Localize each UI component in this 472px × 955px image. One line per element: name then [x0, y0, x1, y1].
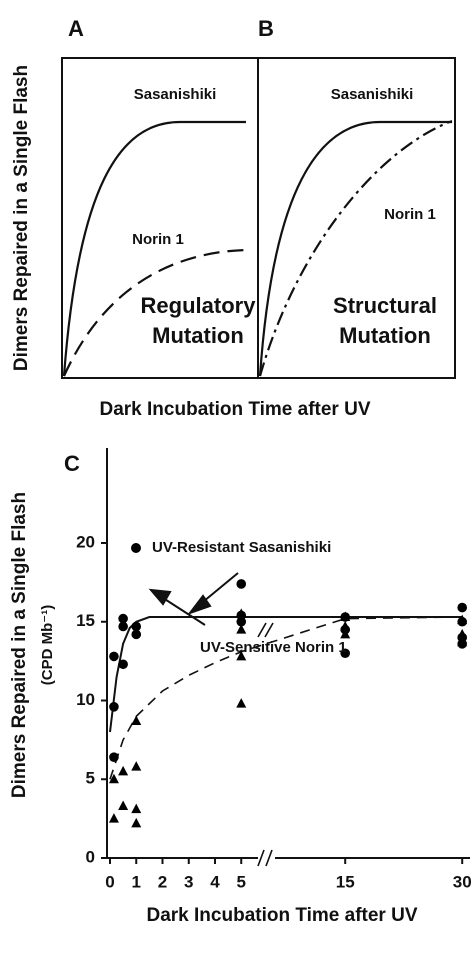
- point: [457, 636, 468, 647]
- point: [118, 659, 128, 670]
- annotation: Regulatory: [141, 293, 257, 318]
- x-axis-label: Dark Incubation Time after UV: [147, 905, 418, 926]
- point: [109, 651, 119, 662]
- point: [131, 761, 142, 771]
- point: [118, 621, 128, 632]
- y-axis-label: Dimers Repaired in a Single Flash: [11, 65, 32, 371]
- point: [457, 628, 468, 639]
- curve-norin-a: [62, 248, 247, 377]
- point: [236, 608, 247, 618]
- annotation: Structural: [333, 293, 437, 318]
- x-tick-label: 3: [184, 872, 193, 891]
- panel-b-frame: [257, 57, 456, 379]
- point: [108, 773, 119, 784]
- point: [236, 624, 247, 634]
- point: [108, 813, 119, 823]
- point: [340, 611, 351, 622]
- y-axis-label: Dimers Repaired in a Single Flash: [9, 492, 30, 798]
- point: [131, 715, 142, 725]
- arrow: [148, 572, 239, 626]
- point: [131, 621, 142, 632]
- panel-label: B: [258, 16, 274, 41]
- x-tick-label: 4: [210, 872, 220, 891]
- curve-sasanishiki-a: [62, 120, 246, 377]
- y-tick-label: 15: [76, 611, 95, 630]
- point: [109, 702, 119, 712]
- point: [109, 752, 119, 762]
- annotation: Sasanishiki: [134, 86, 217, 103]
- annotation: Mutation: [152, 323, 244, 348]
- point: [340, 628, 351, 639]
- x-tick-label: 5: [237, 872, 246, 891]
- point: [340, 648, 351, 659]
- fit-line: [109, 616, 463, 733]
- annotation: Sasanishiki: [331, 86, 414, 103]
- panel-label: A: [68, 16, 84, 41]
- x-tick-label: 1: [132, 872, 141, 891]
- y-tick-label: 0: [86, 847, 95, 866]
- annotation: Norin 1: [384, 206, 436, 223]
- annotation: Mutation: [339, 323, 431, 348]
- point: [236, 698, 247, 708]
- panel-label: C: [64, 451, 80, 476]
- x-axis-label: Dark Incubation Time after UV: [100, 399, 371, 420]
- point: [457, 614, 468, 625]
- x-tick-label: 30: [453, 872, 472, 891]
- axis-break: [257, 622, 274, 867]
- x-tick-label: 15: [336, 872, 355, 891]
- point: [340, 620, 351, 631]
- point: [131, 629, 142, 640]
- y-tick-label: 5: [86, 769, 95, 788]
- legend-label: UV-Resistant Sasanishiki: [152, 539, 331, 556]
- x-tick-label: 0: [105, 872, 114, 891]
- x-tick-label: 2: [158, 872, 167, 891]
- y-tick-label: 10: [76, 690, 95, 709]
- point: [457, 602, 468, 613]
- point: [236, 650, 247, 661]
- series-annotation: UV-Sensitive Norin 1: [200, 639, 347, 656]
- point: [236, 579, 247, 589]
- point: [118, 800, 129, 811]
- point: [118, 613, 128, 624]
- legend-marker: [131, 543, 141, 553]
- point: [131, 817, 142, 828]
- annotation: Norin 1: [132, 231, 184, 248]
- point: [131, 803, 142, 814]
- y-tick-label: 20: [76, 532, 95, 551]
- curve-sasanishiki-b: [258, 120, 452, 377]
- y-axis-unit: (CPD Mb⁻¹): [39, 605, 56, 685]
- point: [118, 765, 129, 776]
- point: [236, 616, 247, 627]
- curve-norin-b: [258, 119, 453, 377]
